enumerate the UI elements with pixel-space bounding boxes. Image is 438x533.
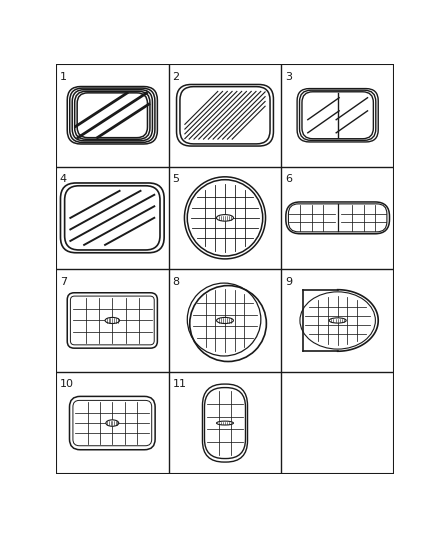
Ellipse shape <box>216 215 233 221</box>
Text: 10: 10 <box>60 379 74 390</box>
Text: 11: 11 <box>172 379 186 390</box>
Text: 3: 3 <box>285 71 292 82</box>
Ellipse shape <box>216 318 233 324</box>
Text: 9: 9 <box>285 277 292 287</box>
Ellipse shape <box>105 318 119 324</box>
Text: 8: 8 <box>172 277 179 287</box>
Ellipse shape <box>216 421 233 425</box>
Text: 7: 7 <box>60 277 67 287</box>
Ellipse shape <box>328 318 346 323</box>
Text: 5: 5 <box>172 174 179 184</box>
Text: 6: 6 <box>285 174 292 184</box>
Text: 4: 4 <box>60 174 67 184</box>
Text: 1: 1 <box>60 71 67 82</box>
Ellipse shape <box>106 420 118 426</box>
Text: 2: 2 <box>172 71 179 82</box>
